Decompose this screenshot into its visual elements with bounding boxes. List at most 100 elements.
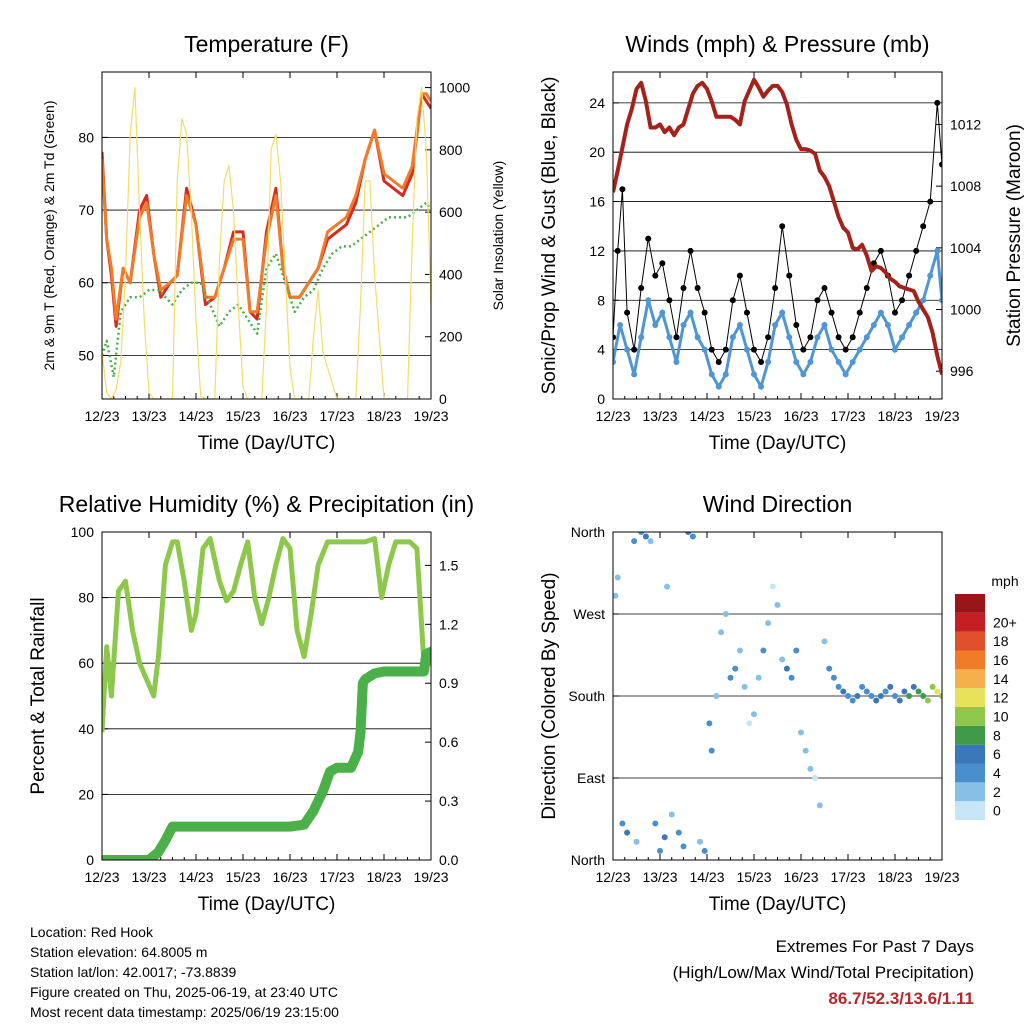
direction-point — [929, 683, 936, 690]
direction-point — [863, 688, 870, 695]
point-sonic-prop-wind — [666, 334, 673, 341]
point-gust — [619, 186, 626, 193]
point-sonic-prop-wind — [758, 383, 765, 390]
point-gust — [673, 334, 680, 341]
direction-ytick-label: North — [571, 852, 605, 868]
direction-point — [736, 647, 743, 654]
point-sonic-prop-wind — [772, 321, 779, 328]
point-sonic-prop-wind — [624, 346, 631, 353]
direction-xtick-label: 15/23 — [736, 869, 771, 885]
direction-point — [647, 538, 654, 545]
winds-title: Winds (mph) & Pressure (mb) — [625, 31, 929, 57]
extremes-panel: Extremes For Past 7 Days (High/Low/Max W… — [673, 934, 974, 1012]
point-sonic-prop-wind — [849, 358, 856, 365]
direction-point — [657, 847, 663, 854]
direction-point — [826, 665, 833, 672]
direction-point — [892, 693, 898, 699]
series-station-pressure-line — [613, 77, 942, 375]
point-gust — [779, 223, 786, 230]
series-9m-t-line — [102, 92, 431, 321]
colorbar-label: 4 — [993, 765, 1001, 781]
direction-point — [873, 697, 880, 704]
point-gust — [892, 309, 898, 316]
point-sonic-prop-wind — [694, 334, 701, 341]
temperature-y2label: Solar Insolation (Yellow) — [490, 161, 506, 311]
winds-y2tick-label: 996 — [950, 363, 974, 379]
point-sonic-prop-wind — [680, 321, 687, 328]
direction-point — [727, 674, 734, 681]
humidity-ytick-label: 40 — [78, 721, 94, 737]
colorbar-label: 10 — [993, 708, 1009, 724]
temperature-y2tick-label: 200 — [439, 329, 463, 345]
point-gust — [765, 334, 772, 341]
point-gust — [722, 346, 729, 353]
direction-point — [685, 532, 692, 535]
winds-ylabel: Sonic/Prop Wind & Gust (Blue, Black) — [539, 77, 560, 395]
colorbar-swatch — [955, 631, 985, 651]
direction-point — [633, 838, 640, 845]
winds-ytick-label: 4 — [597, 342, 605, 358]
direction-point — [783, 665, 790, 672]
series-2m-td-line — [102, 201, 431, 379]
direction-ylabel: Direction (Colored By Speed) — [539, 572, 560, 819]
station-elevation: Station elevation: 64.8005 m — [30, 944, 208, 960]
point-sonic-prop-wind — [779, 309, 786, 316]
direction-xtick-label: 12/23 — [595, 869, 630, 885]
humidity-xtick-label: 15/23 — [225, 869, 260, 885]
point-gust — [729, 297, 736, 304]
point-gust — [701, 309, 708, 316]
direction-point — [779, 656, 786, 663]
humidity-plot-area — [102, 536, 431, 860]
temperature-y2tick-label: 0 — [439, 391, 447, 407]
point-sonic-prop-wind — [927, 272, 934, 279]
direction-point — [661, 834, 668, 841]
humidity-xlabel: Time (Day/UTC) — [198, 894, 336, 915]
direction-point — [713, 693, 720, 699]
direction-point — [631, 538, 638, 545]
humidity-title: Relative Humidity (%) & Precipitation (i… — [59, 491, 474, 517]
point-sonic-prop-wind — [884, 321, 891, 328]
direction-ytick-label: East — [577, 770, 605, 786]
direction-point — [642, 533, 649, 540]
point-gust — [863, 284, 870, 291]
temperature-xtick-label: 16/23 — [272, 408, 307, 424]
winds-xtick-label: 16/23 — [783, 408, 818, 424]
winds-xtick-label: 15/23 — [736, 408, 771, 424]
recent-timestamp: Most recent data timestamp: 2025/06/19 2… — [30, 1004, 339, 1020]
winds-xtick-label: 18/23 — [877, 408, 912, 424]
point-sonic-prop-wind — [856, 346, 863, 353]
direction-point — [854, 693, 861, 699]
humidity-xtick-label: 12/23 — [84, 869, 119, 885]
station-info: Location: Red Hook Station elevation: 64… — [30, 922, 339, 1022]
direction-point — [652, 820, 659, 827]
direction-point — [798, 729, 804, 736]
point-sonic-prop-wind — [939, 297, 942, 304]
point-gust — [694, 284, 701, 291]
point-sonic-prop-wind — [821, 321, 828, 328]
colorbar-swatch — [955, 801, 985, 820]
direction-point — [802, 747, 809, 754]
point-sonic-prop-wind — [835, 358, 842, 365]
direction-point — [696, 838, 703, 845]
direction-point — [849, 697, 856, 704]
humidity-ylabel: Percent & Total Rainfall — [28, 597, 49, 794]
direction-xtick-label: 16/23 — [783, 869, 818, 885]
point-gust — [751, 346, 757, 353]
point-gust — [715, 358, 722, 365]
winds-xtick-label: 19/23 — [924, 408, 959, 424]
winds-xtick-label: 14/23 — [689, 408, 724, 424]
direction-point — [751, 711, 757, 718]
point-sonic-prop-wind — [786, 334, 793, 341]
direction-point — [675, 829, 682, 836]
humidity-xtick-label: 17/23 — [319, 869, 354, 885]
colorbar-label: 0 — [993, 803, 1001, 819]
winds-xtick-label: 12/23 — [595, 408, 630, 424]
colorbar-swatch — [955, 782, 985, 802]
direction-point — [680, 843, 687, 850]
direction-point — [788, 674, 795, 681]
point-sonic-prop-wind — [722, 371, 729, 378]
point-sonic-prop-wind — [877, 309, 884, 316]
point-gust — [631, 346, 638, 353]
winds-ytick-label: 20 — [589, 144, 605, 160]
